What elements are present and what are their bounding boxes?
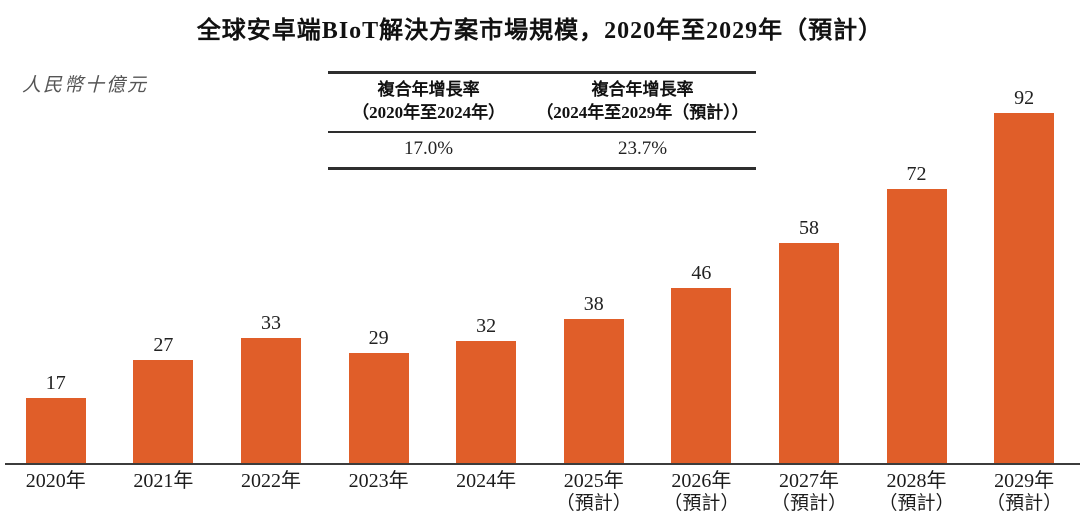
cagr-header-line1: 複合年增長率 (377, 80, 480, 99)
cagr-table-value-row: 17.0% 23.7% (328, 133, 756, 170)
bar (671, 288, 732, 463)
x-tick-forecast-sublabel: （預計） (770, 493, 847, 514)
x-tick-year-label: 2026年 (671, 470, 732, 492)
y-axis-unit-label: 人民幣十億元 (22, 75, 149, 96)
x-tick-year-label: 2028年 (886, 470, 947, 492)
x-tick-year-label: 2024年 (456, 470, 517, 492)
x-tick: 2021年 (110, 470, 218, 515)
x-tick: 2023年 (325, 470, 433, 515)
bar (886, 189, 947, 463)
x-tick-forecast-sublabel: （預計） (555, 493, 632, 514)
x-tick-year-label: 2020年 (25, 470, 86, 492)
cagr-header-2024-2029: 複合年增長率 （2024年至2029年（預計）） (529, 79, 756, 125)
cagr-header-line2: （2020年至2024年） (352, 102, 506, 122)
cagr-header-line1: 複合年增長率 (591, 80, 694, 99)
bar-value-label: 92 (1014, 87, 1035, 110)
bar-column: 29 (325, 328, 433, 463)
x-tick-year-label: 2022年 (240, 470, 301, 492)
bar-column: 38 (540, 294, 648, 463)
bar-value-label: 33 (260, 311, 281, 334)
bar (778, 242, 839, 463)
bar-column: 58 (755, 218, 863, 463)
x-tick: 2025年 （預計） (540, 470, 648, 515)
x-tick-year-label: 2025年 (563, 470, 624, 492)
x-axis-labels: 2020年 2021年 2022年 2023年 2024年 2025年 （預計） 2026年（… (2, 470, 1078, 515)
bar-value-label: 72 (906, 163, 927, 186)
x-tick-forecast-sublabel: （預計） (986, 493, 1063, 514)
bar-column: 32 (432, 316, 540, 463)
x-tick-year-label: 2029年 (994, 470, 1055, 492)
cagr-value-2024-2029: 23.7% (618, 137, 668, 159)
bar-value-label: 29 (368, 326, 389, 349)
bar-column: 27 (110, 335, 218, 463)
bar-column: 17 (2, 373, 110, 463)
x-tick: 2029年 （預計） (970, 470, 1078, 515)
cagr-header-line2: （2024年至2029年（預計）） (536, 102, 749, 122)
bar (563, 318, 624, 463)
bar-value-label: 58 (798, 216, 819, 239)
cagr-value-2020-2024: 17.0% (404, 137, 454, 159)
bar (240, 337, 301, 463)
cagr-table: 複合年增長率 （2020年至2024年） 複合年增長率 （2024年至2029年… (328, 71, 756, 170)
x-tick: 2024年 (432, 470, 540, 515)
chart-title: 全球安卓端BIoT解決方案市場規模，2020年至2029年（預計） (196, 18, 884, 44)
plot-area: 17 27 33 29 32 38 46 58 72 92 (2, 88, 1078, 463)
cagr-header-2020-2024: 複合年增長率 （2020年至2024年） (328, 79, 529, 125)
x-tick: 2028年 （預計） (863, 470, 971, 515)
x-tick-forecast-sublabel: （預計） (663, 493, 740, 514)
cagr-table-header-row: 複合年增長率 （2020年至2024年） 複合年增長率 （2024年至2029年… (328, 74, 756, 133)
x-tick: 2026年 （預計） (648, 470, 756, 515)
bar-value-label: 38 (583, 292, 604, 315)
bar-value-label: 27 (153, 334, 174, 357)
x-tick: 2022年 (217, 470, 325, 515)
bar (25, 398, 86, 463)
x-axis-line (5, 463, 1080, 465)
bar-column: 72 (863, 164, 971, 463)
bar (348, 352, 409, 463)
bar (456, 341, 517, 463)
x-tick-forecast-sublabel: （預計） (878, 493, 955, 514)
bar (994, 113, 1055, 463)
bar-value-label: 17 (45, 372, 66, 395)
bar-value-label: 46 (691, 262, 712, 285)
bar-value-label: 32 (476, 315, 497, 338)
x-tick-year-label: 2023年 (348, 470, 409, 492)
bar-column: 33 (217, 313, 325, 463)
bar-column: 46 (648, 263, 756, 463)
bar-column: 92 (970, 88, 1078, 463)
bar (133, 360, 194, 463)
x-tick: 2020年 (2, 470, 110, 515)
x-tick-year-label: 2027年 (778, 470, 839, 492)
x-tick: 2027年 （預計） (755, 470, 863, 515)
x-tick-year-label: 2021年 (133, 470, 194, 492)
